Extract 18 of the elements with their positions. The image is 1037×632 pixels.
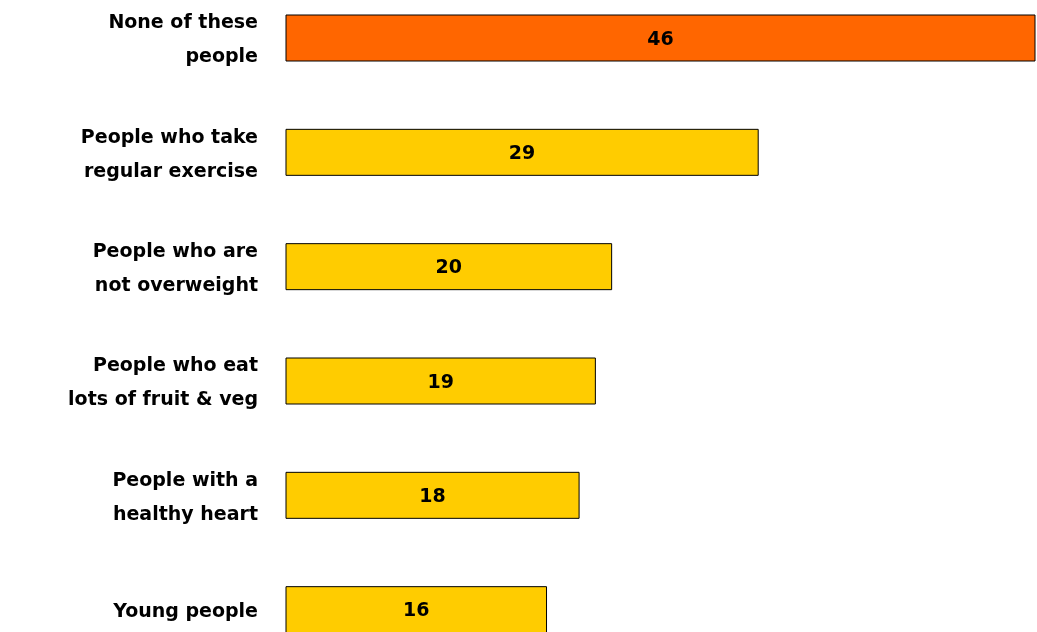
- y-tick-label: People who are not overweight: [92, 238, 258, 295]
- data-label: 29: [508, 141, 536, 164]
- bar: [285, 357, 596, 405]
- y-tick-label: None of these people: [108, 10, 258, 67]
- y-tick-label: Young people: [112, 598, 258, 621]
- data-label: 19: [427, 369, 454, 392]
- y-tick-label: People who eat lots of fruit & veg: [68, 353, 258, 410]
- bar: [285, 586, 548, 632]
- y-tick-label: People who take regular exercise: [80, 124, 258, 181]
- data-label: 18: [419, 484, 446, 507]
- data-label: 20: [435, 255, 463, 278]
- bar: [285, 14, 1036, 62]
- y-tick-label: People with a healthy heart: [112, 467, 258, 524]
- bar: [285, 128, 759, 176]
- data-label: 46: [647, 26, 674, 49]
- data-label: 16: [403, 598, 430, 621]
- bar: [285, 471, 580, 519]
- bar: [285, 243, 613, 291]
